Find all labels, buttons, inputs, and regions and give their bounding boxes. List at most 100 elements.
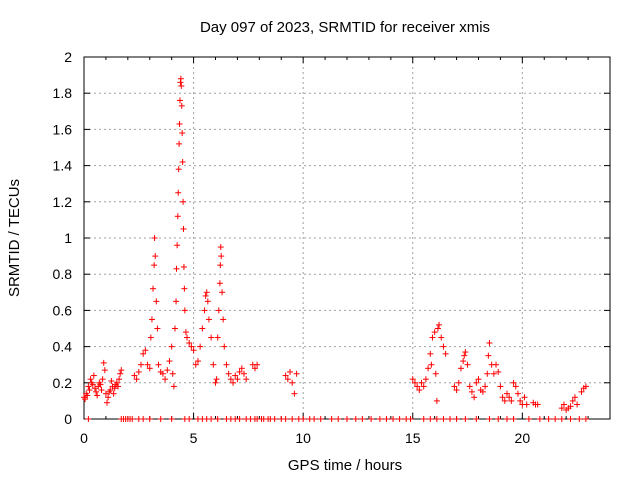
data-point [344, 416, 350, 422]
data-point [495, 368, 502, 375]
data-point [111, 385, 118, 392]
y-tick-label: 0.8 [53, 266, 73, 282]
data-point [503, 416, 510, 422]
data-point [173, 298, 180, 305]
data-point [482, 383, 489, 390]
data-point [466, 383, 473, 390]
data-point [473, 416, 480, 422]
data-point [110, 390, 117, 397]
data-point [425, 365, 432, 372]
x-tick-label: 20 [515, 430, 531, 446]
data-point [525, 416, 532, 422]
y-tick-label: 0 [64, 411, 72, 427]
data-point [582, 383, 589, 390]
data-point [493, 361, 500, 368]
data-point [93, 388, 100, 395]
data-point [407, 416, 414, 422]
data-point [523, 401, 530, 408]
data-point [291, 390, 298, 397]
y-axis-title: SRMTID / TECUs [6, 179, 23, 297]
data-point [129, 416, 136, 422]
data-point [475, 376, 482, 383]
data-point [105, 394, 112, 401]
y-tick-label: 2 [64, 49, 72, 65]
data-point [254, 361, 261, 368]
data-point [490, 370, 497, 377]
data-point [558, 416, 565, 422]
data-point [199, 325, 206, 332]
data-point [84, 392, 91, 399]
data-point [300, 416, 307, 422]
data-point [205, 316, 212, 323]
data-point [271, 416, 278, 422]
data-point [376, 416, 383, 422]
data-point [137, 361, 144, 368]
data-point [411, 379, 418, 386]
data-point [184, 334, 191, 341]
data-point [447, 416, 454, 422]
data-point [104, 399, 111, 406]
data-point [508, 397, 515, 404]
data-point [506, 394, 513, 401]
data-point [162, 376, 169, 383]
data-point [420, 416, 427, 422]
data-point [534, 401, 541, 408]
data-point [287, 368, 294, 375]
data-point [87, 376, 94, 383]
data-point [150, 285, 157, 292]
y-tick-label: 1.4 [53, 158, 73, 174]
data-point [181, 307, 188, 314]
data-point [140, 350, 147, 357]
data-point [545, 416, 552, 422]
data-point [117, 370, 124, 377]
data-point [460, 358, 467, 365]
data-point [434, 325, 441, 332]
data-point [436, 321, 443, 328]
data-point [194, 358, 201, 365]
data-point [230, 379, 237, 386]
data-point [202, 292, 209, 299]
data-point [512, 383, 519, 390]
data-point [108, 377, 115, 384]
data-point [190, 347, 197, 354]
x-tick-labels: 0 5 10 15 20 [80, 430, 530, 446]
data-point [473, 379, 480, 386]
data-point [429, 334, 436, 341]
data-point [166, 358, 173, 365]
data-point [101, 367, 108, 374]
data-point [118, 367, 125, 374]
data-point [168, 416, 175, 422]
data-point [208, 334, 215, 341]
data-point [383, 416, 390, 422]
data-points [81, 75, 589, 422]
data-point [175, 166, 182, 173]
data-point [201, 307, 208, 314]
data-point [131, 372, 138, 379]
data-point [552, 416, 559, 422]
x-axis-title: GPS time / hours [288, 457, 402, 474]
data-point [486, 339, 493, 346]
data-point [442, 350, 449, 357]
data-point [567, 416, 574, 422]
data-point [89, 381, 96, 388]
y-tick-label: 0.2 [53, 375, 73, 391]
data-point [168, 343, 175, 350]
data-point [197, 343, 204, 350]
data-point [428, 361, 435, 368]
data-point [218, 253, 225, 260]
data-point [151, 262, 158, 269]
data-point [176, 97, 183, 104]
data-point [440, 343, 447, 350]
data-point [521, 394, 528, 401]
data-point [140, 416, 147, 422]
data-point [317, 416, 324, 422]
data-point [221, 343, 228, 350]
data-point [462, 416, 469, 422]
data-point [420, 383, 427, 390]
data-point [251, 365, 258, 372]
data-point [180, 263, 187, 270]
data-point [236, 368, 243, 375]
